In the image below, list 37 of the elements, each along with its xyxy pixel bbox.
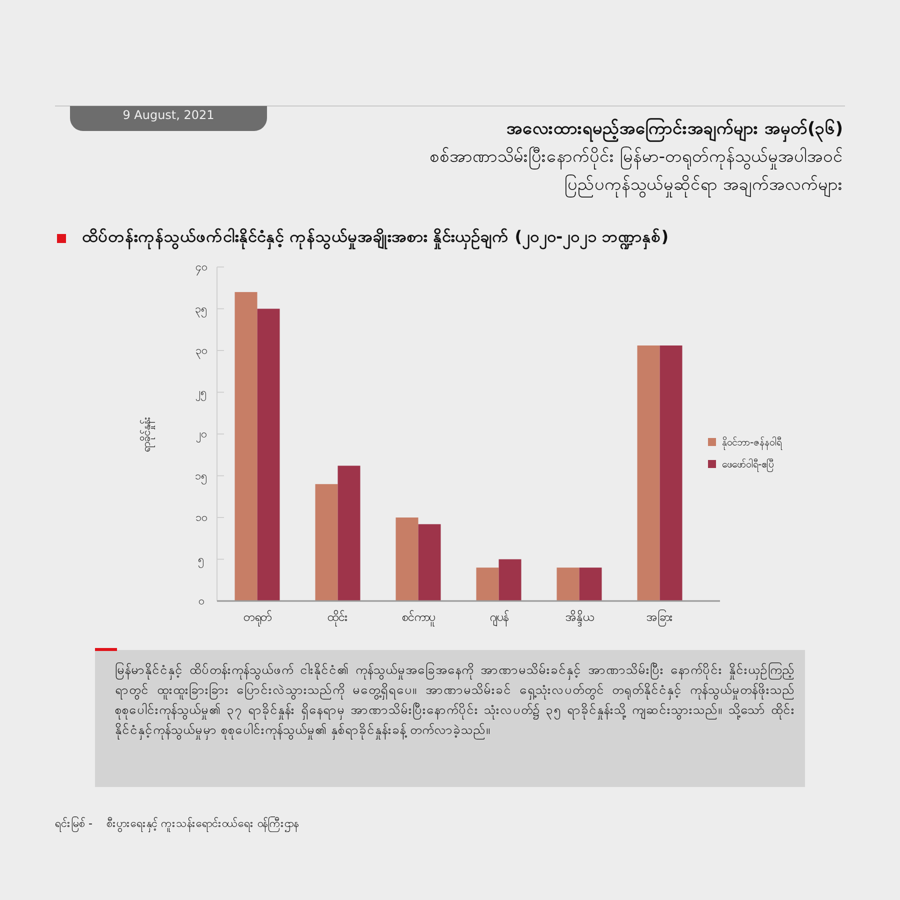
chart-title: ထိပ်တန်းကုန်သွယ်ဖက်ငါးနိုင်ငံနှင့် ကုန်သွယ်မှုအချိုးအစား နှိုင်းယှဉ်ချက် (၂၀၂၀-၂၀၂၁ ဘဏ္ဍာနှစ်) <box>82 226 669 250</box>
x-tick-label: တရုတ် <box>243 609 272 627</box>
x-tick-label: စင်ကာပူ <box>402 609 435 627</box>
bar <box>579 568 602 601</box>
bar <box>338 466 360 601</box>
bar <box>257 308 280 601</box>
bar <box>476 568 499 601</box>
bar <box>234 292 258 601</box>
text: ပြည်ပကုန်သွယ်မှုဆိုင်ရာ အချက်အလက်များ <box>564 174 843 198</box>
text: အလေးထားရမည့်အကြောင်းအချက်များ အမှတ်(၃၆) <box>506 117 843 142</box>
x-tick-label: အိန္ဒိယ <box>565 609 594 627</box>
y-tick-label: ၁၀ <box>196 511 206 524</box>
y-tick-label: ၄၀ <box>196 260 206 276</box>
text: စစ်အာဏာသိမ်းပြီးနောက်ပိုင်း မြန်မာ-တရုတ်ကုန်သွယ်မှုအပါအဝင် <box>429 146 843 170</box>
text: ရင်းမြစ် - စီးပွားရေးနှင့် ကူးသန်းရောင်းဝယ်ရေး ဝန်ကြီးဌာန <box>55 816 298 832</box>
legend-label: နိုဝင်ဘာ-ဇန်နဝါရီ <box>722 436 783 450</box>
bar <box>660 345 682 601</box>
y-tick-label: ၁၅ <box>195 469 207 484</box>
y-tick-label: ၂၀ <box>196 428 206 442</box>
bar <box>556 568 580 601</box>
y-tick-label: ၅ <box>198 552 204 568</box>
bar <box>396 518 418 601</box>
legend-label: ဖေဖော်ဝါရီ-ဧပြီ <box>722 456 774 472</box>
x-tick-label: ထိုင်း <box>327 609 348 627</box>
y-tick-label: ၂၅ <box>196 386 206 401</box>
text: 9 August, 2021 <box>122 108 216 122</box>
bar <box>418 524 441 601</box>
y-tick-label: ၀ <box>198 594 204 608</box>
x-tick-label: အခြား <box>646 608 674 627</box>
y-tick-label: ၃၀ <box>196 344 206 359</box>
text: မြန်မာနိုင်ငံနှင့် ထိပ်တန်းကုန်သွယ်ဖက် ငါးနိုင်ငံ၏ ကုန်သွယ်မှုအခြေအနေကို အာဏာမသိမ်းခင်နှင့် အာဏာသိမ်းပြီး နောက်ပိုင်း နှိုင်းယှဉ်ကြည့်ရာတွင် ထူးထူးခြားခြား ပြောင်းလဲသွားသည်ကို မတွေ့ရှိရပေ။ အာဏာမသိမ်းခင် ရှေ့သုံးလပတ်တွင် တရုတ်နိုင်ငံနှင့် ကုန်သွယ်မှုတန်ဖိုးသည် စုစုပေါင်းကုန်သွယ်မှု၏ ၃၇ ရာခိုင်နှုန်း ရှိနေရာမှ အာဏာသိမ်းပြီးနောက်ပိုင်း သုံးလပတ်၌ ၃၅ ရာခိုင်နှုန်းသို့ ကျဆင်းသွားသည်။ သို့သော် ထိုင်းနိုင်ငံနှင့်ကုန်သွယ်မှုမှာ စုစုပေါင်းကုန်သွယ်မှု၏ နှစ်ရာခိုင်နှုန်းခန့် တက်လာခဲ့သည်။ <box>115 661 795 740</box>
bar <box>315 484 338 601</box>
bar <box>498 559 522 601</box>
y-tick-label: ၃၅ <box>195 302 207 318</box>
x-tick-label: ဂျပန် <box>490 609 509 627</box>
y-axis-title: ရာခိုင်နှုန်း <box>140 416 155 452</box>
bar <box>637 345 660 601</box>
